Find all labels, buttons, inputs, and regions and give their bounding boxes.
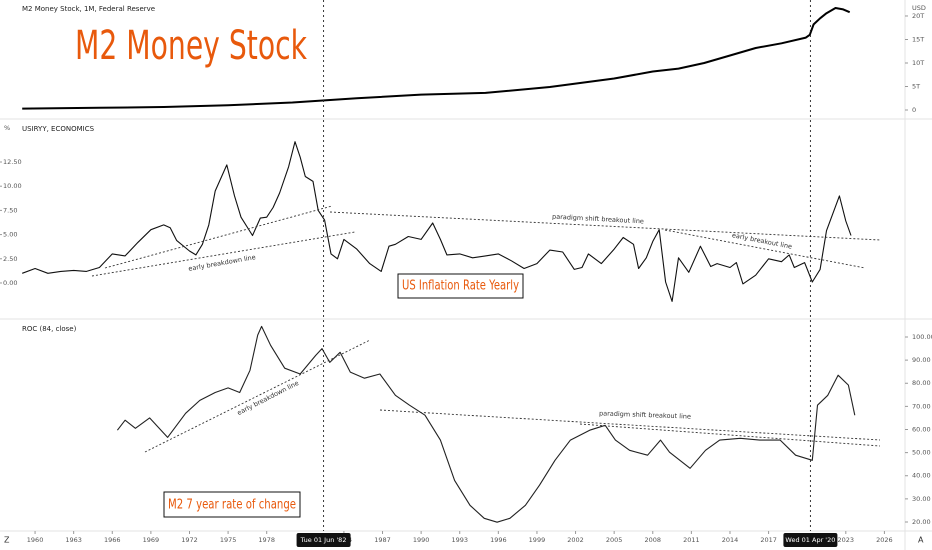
y-tick-label: 50.00 bbox=[912, 449, 931, 457]
y-tick-label: 2.50 bbox=[3, 255, 17, 263]
x-tick-label: 1999 bbox=[529, 536, 546, 544]
x-tick-label: 1975 bbox=[220, 536, 237, 544]
x-tick-label: 1987 bbox=[374, 536, 391, 544]
y-tick-label: 70.00 bbox=[912, 402, 931, 410]
x-tick-label: 2014 bbox=[722, 536, 739, 544]
x-tick-label: 1972 bbox=[181, 536, 198, 544]
series-line bbox=[22, 7, 851, 110]
y-tick-label: 0 bbox=[912, 106, 916, 114]
annotation: US Inflation Rate Yearly bbox=[402, 279, 519, 294]
y-tick-label: 40.00 bbox=[912, 472, 931, 480]
series-line bbox=[116, 325, 856, 523]
y-tick-label: 10T bbox=[912, 59, 924, 67]
pane-title: USIRYY, ECONOMICS bbox=[22, 125, 95, 133]
crosshair-label: Tue 01 Jun '82 bbox=[300, 536, 347, 544]
unit-label: % bbox=[4, 124, 10, 132]
y-tick-label: 10.00 bbox=[3, 182, 22, 190]
x-tick-label: 1966 bbox=[104, 536, 121, 544]
corner-icon[interactable]: A bbox=[918, 536, 924, 545]
y-tick-label: 5T bbox=[912, 83, 920, 91]
x-tick-label: 1978 bbox=[258, 536, 275, 544]
y-tick-label: 100.00 bbox=[912, 333, 932, 341]
x-tick-label: 1969 bbox=[143, 536, 160, 544]
crosshair-box bbox=[296, 533, 351, 547]
x-tick-label: 1990 bbox=[413, 536, 430, 544]
trend-line bbox=[379, 409, 881, 441]
annotation: M2 7 year rate of change bbox=[168, 498, 296, 513]
crosshair-box bbox=[783, 533, 838, 547]
annotation-box bbox=[163, 491, 301, 518]
crosshair-label: Wed 01 Apr '20 bbox=[785, 536, 835, 544]
y-tick-label: 60.00 bbox=[912, 425, 931, 433]
y-tick-label: 5.00 bbox=[3, 231, 17, 239]
y-tick-label: 7.50 bbox=[3, 206, 17, 214]
x-tick-label: 1963 bbox=[65, 536, 82, 544]
x-tick-label: 2026 bbox=[876, 536, 893, 544]
trend-line bbox=[664, 229, 866, 269]
x-tick-label: 2011 bbox=[683, 536, 700, 544]
trend-line bbox=[91, 231, 356, 277]
x-tick-label: 1960 bbox=[27, 536, 44, 544]
y-tick-label: 90.00 bbox=[912, 356, 931, 364]
x-tick-label: 1993 bbox=[451, 536, 468, 544]
x-tick-label: 2002 bbox=[567, 536, 584, 544]
unit-label: USD bbox=[912, 4, 926, 12]
annotation-box bbox=[397, 273, 524, 299]
y-tick-label: 20T bbox=[912, 12, 924, 20]
x-tick-label: 2008 bbox=[644, 536, 661, 544]
x-tick-label: 1996 bbox=[490, 536, 507, 544]
trend-label: paradigm shift breakout line bbox=[599, 409, 691, 420]
y-tick-label: 12.50 bbox=[3, 158, 22, 166]
pane-title: ROC (84, close) bbox=[22, 325, 77, 333]
trend-line bbox=[144, 339, 371, 453]
pane-title: M2 Money Stock, 1M, Federal Reserve bbox=[22, 5, 155, 13]
y-tick-label: 0.00 bbox=[3, 279, 17, 287]
y-tick-label: 20.00 bbox=[912, 518, 931, 526]
corner-icon[interactable]: Z bbox=[4, 536, 10, 545]
x-tick-label: 2017 bbox=[760, 536, 777, 544]
x-tick-label: 2005 bbox=[606, 536, 623, 544]
trend-line bbox=[104, 205, 333, 269]
y-tick-label: 15T bbox=[912, 35, 924, 43]
annotation: M2 Money Stock bbox=[75, 23, 308, 69]
y-tick-label: 30.00 bbox=[912, 495, 931, 503]
y-tick-label: 80.00 bbox=[912, 379, 931, 387]
series-line bbox=[22, 141, 852, 302]
x-tick-label: 2023 bbox=[838, 536, 855, 544]
